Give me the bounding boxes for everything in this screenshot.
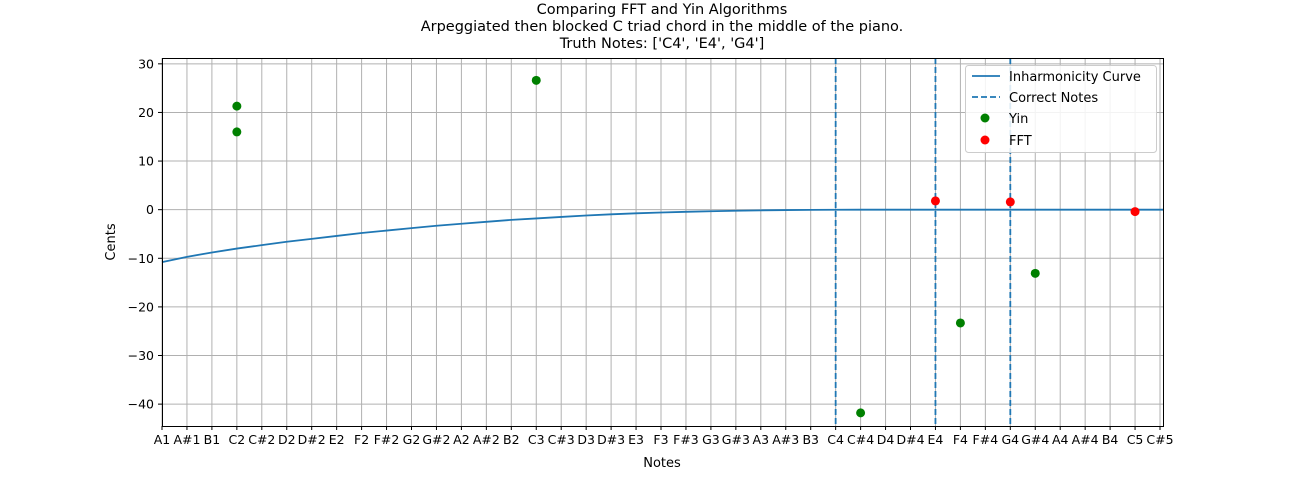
x-tick-label-g2: G2	[403, 432, 421, 447]
y-ticks: 30 20 10 0 −10 −20 −30 −40	[128, 56, 162, 412]
x-tick-label-a1: A1	[154, 432, 171, 447]
x-tick-label-asharp4: A#4	[1072, 432, 1099, 447]
y-tick-label-0: 30	[138, 56, 154, 71]
x-tick-label-dsharp3: D#3	[597, 432, 625, 447]
legend: Inharmonicity Curve Correct Notes Yin FF…	[965, 65, 1157, 153]
x-tick-label-f4: F4	[953, 432, 968, 447]
x-tick-label-a3: A3	[753, 432, 770, 447]
x-tick-label-c5: C5	[1127, 432, 1144, 447]
x-tick-label-gsharp4: G#4	[1021, 432, 1049, 447]
chart-title-line-1: Comparing FFT and Yin Algorithms	[537, 2, 788, 18]
x-tick-label-d2: D2	[278, 432, 296, 447]
y-axis-label: Cents	[104, 223, 119, 260]
legend-swatch-fft	[980, 135, 990, 145]
x-tick-label-asharp1: A#1	[173, 432, 200, 447]
correct-notes-lines	[834, 58, 1012, 426]
x-tick-label-f3: F3	[653, 432, 668, 447]
x-tick-label-csharp3: C#3	[548, 432, 575, 447]
legend-label-yin: Yin	[1008, 112, 1028, 127]
x-tick-label-asharp3: A#3	[772, 432, 799, 447]
yin-point-4	[955, 318, 965, 328]
fft-point-2	[1130, 207, 1140, 217]
x-tick-label-a4: A4	[1052, 432, 1069, 447]
x-tick-label-e2: E2	[329, 432, 345, 447]
x-tick-label-b4: B4	[1102, 432, 1119, 447]
fft-point-0	[930, 196, 940, 206]
plot-frame	[162, 58, 1164, 427]
x-tick-label-c4: C4	[827, 432, 844, 447]
x-tick-label-gsharp2: G#2	[422, 432, 450, 447]
yin-point-0	[232, 101, 242, 111]
x-tick-label-fsharp2: F#2	[374, 432, 400, 447]
chart-title-line-3: Truth Notes: ['C4', 'E4', 'G4']	[559, 36, 765, 52]
x-ticks: A1 A#1 B1 C2 C#2 D2 D#2 E2 F2 F#2 G2 G#2 A2 A#2 B2 C3 C#…	[154, 426, 1174, 447]
y-tick-label-3: 0	[146, 202, 154, 217]
legend-label-inharmonicity-curve: Inharmonicity Curve	[1009, 70, 1141, 85]
x-tick-label-b3: B3	[802, 432, 819, 447]
legend-label-fft: FFT	[1009, 134, 1032, 149]
x-tick-label-c2: C2	[229, 432, 246, 447]
inharmonicity-curve-layer	[161, 208, 1163, 264]
yin-point-2	[531, 75, 541, 85]
x-tick-label-a2: A2	[453, 432, 470, 447]
x-tick-label-csharp5: C#5	[1146, 432, 1173, 447]
y-tick-label-1: 20	[138, 105, 154, 120]
yin-point-5	[1030, 268, 1040, 278]
legend-swatch-yin	[980, 113, 990, 123]
yin-point-3	[856, 408, 866, 418]
y-tick-label-6: −30	[128, 348, 154, 363]
x-tick-label-fsharp3: F#3	[673, 432, 699, 447]
x-tick-label-gsharp3: G#3	[722, 432, 750, 447]
y-tick-label-2: 10	[138, 154, 154, 169]
x-tick-label-dsharp2: D#2	[298, 432, 326, 447]
x-tick-label-dsharp4: D#4	[896, 432, 924, 447]
fft-point-1	[1005, 197, 1015, 207]
x-tick-label-b1: B1	[204, 432, 221, 447]
x-tick-label-d4: D4	[877, 432, 895, 447]
x-tick-label-csharp2: C#2	[248, 432, 275, 447]
x-tick-label-csharp4: C#4	[847, 432, 874, 447]
scatter-points	[232, 75, 1140, 418]
yin-point-1	[232, 127, 242, 137]
x-tick-label-g3: G3	[702, 432, 720, 447]
y-tick-label-7: −40	[128, 397, 154, 412]
x-tick-label-g4: G4	[1001, 432, 1019, 447]
y-tick-label-4: −10	[128, 251, 154, 266]
x-tick-label-e4: E4	[928, 432, 944, 447]
x-axis-label: Notes	[643, 456, 681, 471]
x-tick-label-asharp2: A#2	[473, 432, 500, 447]
legend-box	[965, 65, 1157, 153]
y-tick-label-5: −20	[128, 299, 154, 314]
chart-title-line-2: Arpeggiated then blocked C triad chord i…	[421, 19, 904, 35]
x-tick-label-d3: D3	[577, 432, 595, 447]
inharmonicity-curve	[161, 208, 1163, 264]
x-tick-label-f2: F2	[354, 432, 369, 447]
x-tick-label-fsharp4: F#4	[973, 432, 999, 447]
x-tick-label-b2: B2	[503, 432, 520, 447]
x-tick-label-c3: C3	[528, 432, 545, 447]
x-tick-label-e3: E3	[628, 432, 644, 447]
legend-label-correct-notes: Correct Notes	[1009, 91, 1098, 106]
